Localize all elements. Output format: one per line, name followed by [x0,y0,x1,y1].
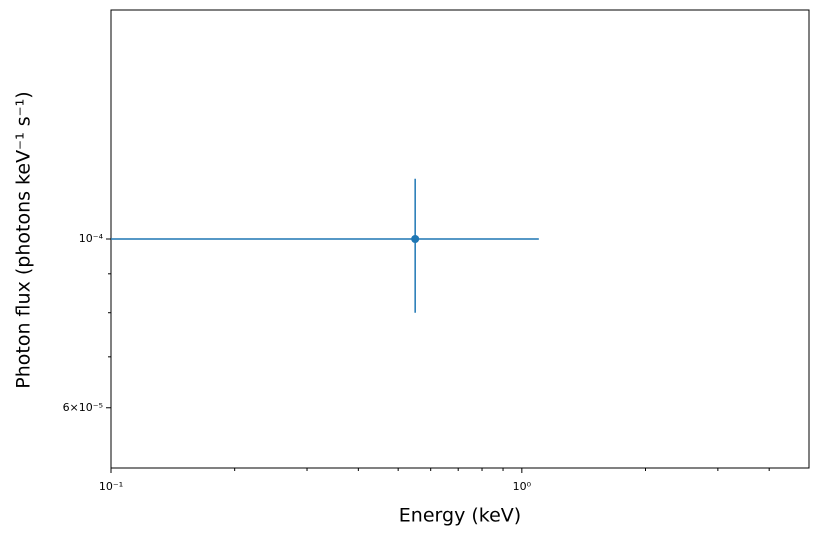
y-axis-label: Photon flux (photons keV⁻¹ s⁻¹) [13,91,35,388]
plot-area [111,178,539,313]
x-tick-label: 10⁻¹ [99,480,123,493]
x-axis-label: Energy (keV) [399,505,521,527]
y-tick-label: 6×10⁻⁵ [63,401,103,414]
data-point [411,235,420,243]
y-tick-label: 10⁻⁴ [79,232,104,245]
x-tick-label: 10⁰ [513,480,532,493]
